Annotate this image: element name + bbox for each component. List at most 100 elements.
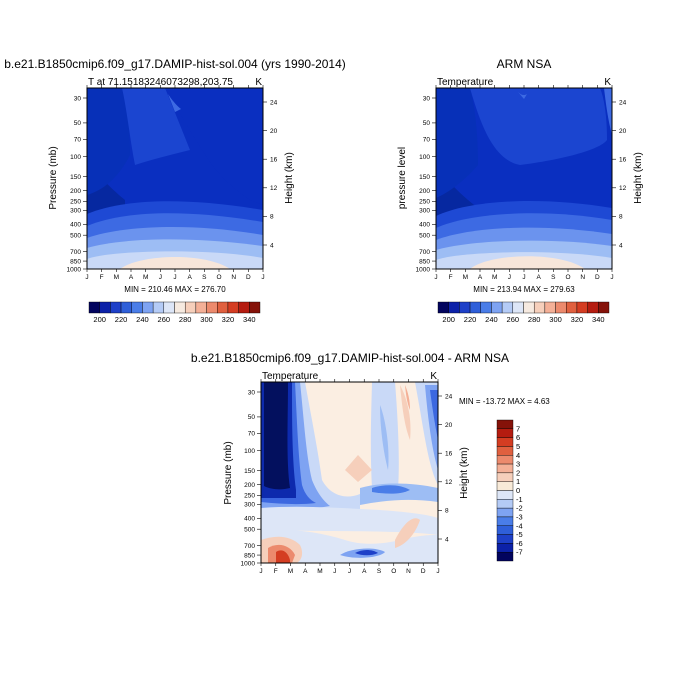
colorbar-swatch — [496, 516, 514, 526]
x-tick-label: S — [551, 274, 556, 281]
y-tick-label: 1000 — [416, 266, 431, 273]
unit-label: K — [430, 371, 437, 382]
colorbar-swatch — [544, 301, 556, 314]
y-tick-label: 200 — [419, 188, 430, 195]
y-tick-label: 700 — [419, 249, 430, 256]
colorbar-swatch — [533, 301, 546, 314]
colorbar-label: 0 — [516, 486, 520, 495]
colorbar-swatch — [496, 507, 514, 518]
y-tick-label: 200 — [70, 188, 81, 195]
x-tick-label: O — [391, 568, 396, 575]
colorbar-label: -7 — [516, 548, 523, 557]
colorbar-swatch — [496, 490, 514, 500]
colorbar-label: 1 — [516, 477, 520, 486]
colorbar-label: 200 — [442, 315, 455, 324]
height-tick-label: 24 — [270, 99, 278, 106]
colorbar-label: 300 — [549, 315, 562, 324]
colorbar-swatch — [496, 463, 514, 474]
y-axis-label: Pressure (mb) — [48, 146, 59, 209]
colorbar-label: -1 — [516, 495, 523, 504]
y-tick-label: 700 — [244, 543, 255, 550]
y-tick-label: 400 — [70, 222, 81, 229]
colorbar-swatch — [555, 301, 567, 314]
contour-field — [436, 88, 612, 269]
x-tick-label: M — [317, 568, 322, 575]
min-max-info: MIN = 210.46 MAX = 276.70 — [124, 285, 226, 294]
x-tick-label: F — [449, 274, 453, 281]
colorbar-label: 240 — [136, 315, 149, 324]
min-max-info: MIN = 213.94 MAX = 279.63 — [473, 285, 575, 294]
colorbar-swatch — [184, 301, 197, 314]
colorbar-label: 220 — [464, 315, 477, 324]
y-axis-right-label: Height (km) — [633, 152, 644, 204]
colorbar-label: 320 — [222, 315, 235, 324]
y-tick-label: 400 — [244, 516, 255, 523]
unit-label: K — [604, 77, 611, 88]
left-label: Temperature — [437, 77, 494, 88]
colorbar-label: 340 — [243, 315, 256, 324]
x-tick-label: J — [85, 274, 88, 281]
y-tick-label: 700 — [70, 249, 81, 256]
y-tick-label: 30 — [423, 95, 431, 102]
y-tick-label: 400 — [419, 222, 430, 229]
x-tick-label: F — [274, 568, 278, 575]
y-tick-label: 300 — [70, 208, 81, 215]
height-tick-label: 24 — [445, 393, 453, 400]
colorbar-label: -5 — [516, 530, 523, 539]
panel-obs: ARM NSA Temperature K 30 50 70 100 150 200 250… — [397, 57, 644, 324]
x-tick-label: D — [421, 568, 426, 575]
y-tick-label: 100 — [244, 448, 255, 455]
y-tick-label: 500 — [70, 232, 81, 239]
colorbar-swatch — [174, 301, 186, 314]
colorbar-swatch — [238, 301, 250, 314]
x-tick-label: M — [492, 274, 497, 281]
colorbar-swatch — [496, 419, 514, 430]
y-tick-label: 250 — [419, 199, 430, 206]
y-tick-label: 30 — [248, 389, 256, 396]
panel-title: ARM NSA — [497, 57, 552, 71]
height-tick-label: 12 — [445, 479, 453, 486]
y-tick-label: 50 — [248, 414, 256, 421]
contour-field — [261, 382, 438, 563]
left-label: T at 71.15183246073298,203.75 — [88, 77, 233, 88]
x-tick-label: O — [216, 274, 221, 281]
y-tick-label: 150 — [70, 174, 81, 181]
colorbar-swatch — [437, 301, 449, 314]
colorbar-label: 300 — [200, 315, 213, 324]
height-tick-label: 20 — [445, 422, 453, 429]
x-tick-label: O — [565, 274, 570, 281]
y-axis-label: pressure level — [397, 147, 408, 209]
x-tick-label: J — [508, 274, 511, 281]
y-tick-label: 100 — [70, 154, 81, 161]
x-tick-label: D — [595, 274, 600, 281]
height-tick-label: 8 — [445, 508, 449, 515]
colorbar-swatch — [598, 301, 610, 314]
y-axis-right-label: Height (km) — [284, 152, 295, 204]
y-tick-label: 250 — [70, 199, 81, 206]
colorbar-swatch — [99, 301, 111, 314]
y-tick-label: 70 — [248, 431, 256, 438]
colorbar-label: -2 — [516, 504, 523, 513]
y-tick-label: 500 — [419, 232, 430, 239]
colorbar-swatch — [496, 472, 514, 482]
colorbar-swatch — [496, 455, 514, 465]
x-tick-label: J — [436, 568, 439, 575]
colorbar-swatch — [501, 301, 514, 314]
x-tick-label: S — [202, 274, 207, 281]
colorbar-label: 7 — [516, 424, 520, 433]
x-tick-label: A — [187, 274, 192, 281]
min-max-info: MIN = -13.72 MAX = 4.63 — [459, 397, 550, 406]
x-tick-label: N — [406, 568, 411, 575]
colorbar-label: 200 — [93, 315, 106, 324]
y-tick-label: 150 — [244, 468, 255, 475]
colorbar-swatch — [496, 428, 514, 438]
height-tick-label: 12 — [270, 185, 278, 192]
colorbar-swatch — [523, 301, 535, 314]
colorbar-swatch — [496, 499, 514, 509]
panel-difference: b.e21.B1850cmip6.f09_g17.DAMIP-hist-sol.… — [191, 351, 550, 575]
colorbar-swatch — [459, 301, 471, 314]
colorbar: 200 220 240 260 280 300 320 340 — [437, 301, 610, 324]
